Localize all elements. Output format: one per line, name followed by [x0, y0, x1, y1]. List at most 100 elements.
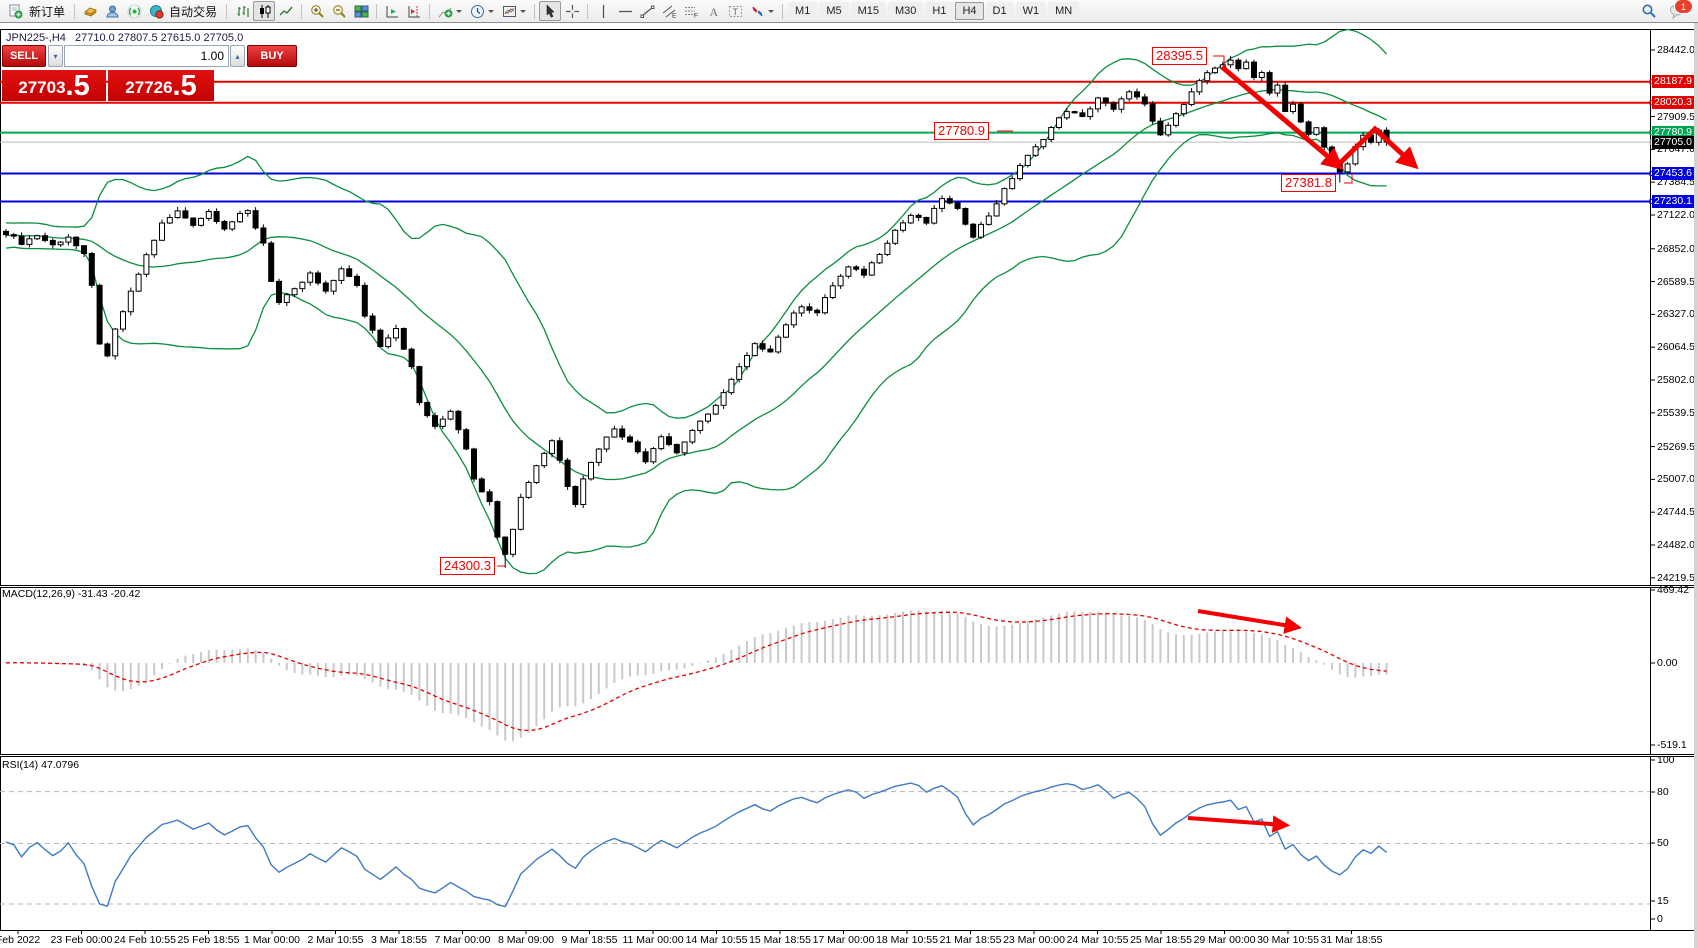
autotrade-label[interactable]: 自动交易 [169, 4, 218, 19]
time-axis-label: 14 Mar 10:55 [685, 934, 748, 946]
sell-button[interactable]: SELL [2, 45, 46, 67]
bar-chart-button[interactable] [231, 1, 253, 21]
timeframe-group: M1 M5 M15 M30 H1 H4 D1 W1 MN [787, 2, 1080, 20]
chevron-down-icon [520, 10, 527, 16]
indicators-button[interactable] [434, 1, 466, 21]
separator [534, 3, 536, 19]
price-tick-label: 24219.5 [1657, 571, 1695, 584]
price-annotation[interactable]: 24300.3 [440, 557, 495, 575]
time-axis-label: 1 Mar 00:00 [243, 934, 301, 946]
volume-decrease-button[interactable]: ▾ [48, 45, 63, 67]
trendline-icon [640, 5, 655, 18]
tile-windows-button[interactable] [350, 1, 372, 21]
fibonacci-button[interactable]: F [680, 1, 702, 21]
equidistant-channel-icon: E [662, 5, 677, 19]
new-order-icon [9, 4, 23, 18]
accounts-icon [106, 5, 119, 17]
timeframe-M5-button[interactable]: M5 [819, 2, 849, 20]
buy-button[interactable]: BUY [247, 45, 297, 67]
notifications-button[interactable]: 1 [1666, 0, 1693, 21]
accounts-button[interactable] [101, 1, 123, 21]
time-axis-label: 21 Mar 18:55 [939, 934, 1002, 946]
crosshair-button[interactable] [561, 1, 583, 21]
timeframe-W1-button[interactable]: W1 [1015, 2, 1047, 20]
price-level-badge: 28020.3 [1652, 96, 1698, 110]
volume-input[interactable] [64, 45, 229, 67]
line-chart-button[interactable] [275, 1, 297, 21]
chevron-down-icon [456, 10, 463, 16]
timeframe-D1-button[interactable]: D1 [985, 2, 1014, 20]
new-order-button[interactable] [4, 1, 27, 21]
zoom-out-icon [332, 4, 346, 18]
time-axis-label: 17 Mar 00:00 [812, 934, 875, 946]
window-edge [1694, 23, 1698, 948]
text-label-button[interactable]: T [724, 1, 746, 21]
price-tick-label: 26852.0 [1657, 242, 1695, 255]
chart-canvas[interactable] [0, 23, 1698, 948]
svg-text:F: F [694, 12, 698, 19]
autotrade-button[interactable] [145, 1, 167, 21]
separator [429, 3, 431, 19]
time-axis-label: 29 Mar 00:00 [1193, 934, 1256, 946]
rsi-tick-label: 50 [1657, 837, 1669, 849]
timeframe-H1-button[interactable]: H1 [925, 2, 954, 20]
candlestick-chart-button[interactable] [253, 1, 276, 21]
price-annotation[interactable]: 27780.9 [934, 122, 989, 140]
time-axis-label: 31 Mar 18:55 [1320, 934, 1383, 946]
macd-tick-label: 0.00 [1657, 657, 1678, 669]
timeframe-M15-button[interactable]: M15 [850, 2, 886, 20]
new-order-label[interactable]: 新订单 [29, 4, 66, 19]
timeframe-MN-button[interactable]: MN [1048, 2, 1080, 20]
timeframe-H4-button[interactable]: H4 [955, 2, 984, 20]
cursor-button[interactable] [539, 1, 562, 21]
separator [587, 3, 589, 19]
macd-tick-label: -519.1 [1657, 739, 1687, 751]
horizontal-line-icon [618, 10, 632, 12]
chart-shift-button[interactable] [403, 1, 425, 21]
macd-indicator-label: MACD(12,26,9) -31.43 -20.42 [2, 588, 141, 600]
timeframe-M30-button[interactable]: M30 [888, 2, 924, 20]
price-tick-label: 26327.0 [1657, 308, 1695, 321]
separator [74, 3, 76, 19]
price-annotation[interactable]: 27381.8 [1281, 174, 1336, 192]
price-tick-label: 25539.5 [1657, 406, 1695, 419]
arrows-icon [752, 6, 763, 16]
time-axis-label: 7 Mar 00:00 [434, 934, 491, 946]
signals-icon [127, 4, 142, 18]
trendline-button[interactable] [636, 1, 658, 21]
buy-price[interactable]: 27726 .5 [108, 70, 214, 101]
zoom-out-button[interactable] [328, 1, 350, 21]
periods-button[interactable] [466, 1, 498, 21]
price-level-badge: 28187.9 [1652, 75, 1698, 89]
timeframe-M1-button[interactable]: M1 [788, 2, 818, 20]
price-annotation[interactable]: 28395.5 [1152, 47, 1207, 65]
text-label-icon: T [728, 5, 742, 17]
horizontal-line-button[interactable] [614, 1, 636, 21]
toolbar: 新订单 自动交易 [0, 0, 1698, 23]
zoom-in-button[interactable] [306, 1, 328, 21]
price-level-badge: 27705.0 [1652, 135, 1698, 149]
search-button[interactable] [1638, 1, 1660, 21]
market-depth-button[interactable] [79, 1, 101, 21]
price-tick-label: 24482.0 [1657, 539, 1695, 551]
auto-scroll-button[interactable] [381, 1, 403, 21]
rsi-tick-label: 80 [1657, 786, 1669, 798]
templates-button[interactable] [498, 1, 530, 21]
signals-button[interactable] [123, 1, 145, 21]
text-button[interactable]: A [702, 1, 724, 21]
chart-window: JPN225-,H4 27710.0 27807.5 27615.0 27705… [0, 23, 1698, 948]
price-tick-label: 27122.0 [1657, 209, 1695, 221]
sell-price[interactable]: 27703 .5 [2, 70, 106, 101]
price-tick-label: 27909.5 [1657, 110, 1695, 123]
price-tick-label: 28442.0 [1657, 44, 1695, 56]
price-tick-label: 25007.0 [1657, 473, 1695, 486]
chevron-down-icon [768, 10, 775, 16]
rsi-tick-label: 100 [1657, 754, 1675, 766]
ohlc-values: 27710.0 27807.5 27615.0 27705.0 [74, 32, 244, 44]
arrows-button[interactable] [746, 1, 778, 21]
volume-increase-button[interactable]: ▴ [230, 45, 245, 67]
equidistant-channel-button[interactable]: E [658, 1, 680, 21]
vertical-line-button[interactable] [592, 1, 614, 21]
time-axis-label: 15 Mar 18:55 [749, 934, 811, 946]
zoom-in-icon [310, 4, 324, 18]
